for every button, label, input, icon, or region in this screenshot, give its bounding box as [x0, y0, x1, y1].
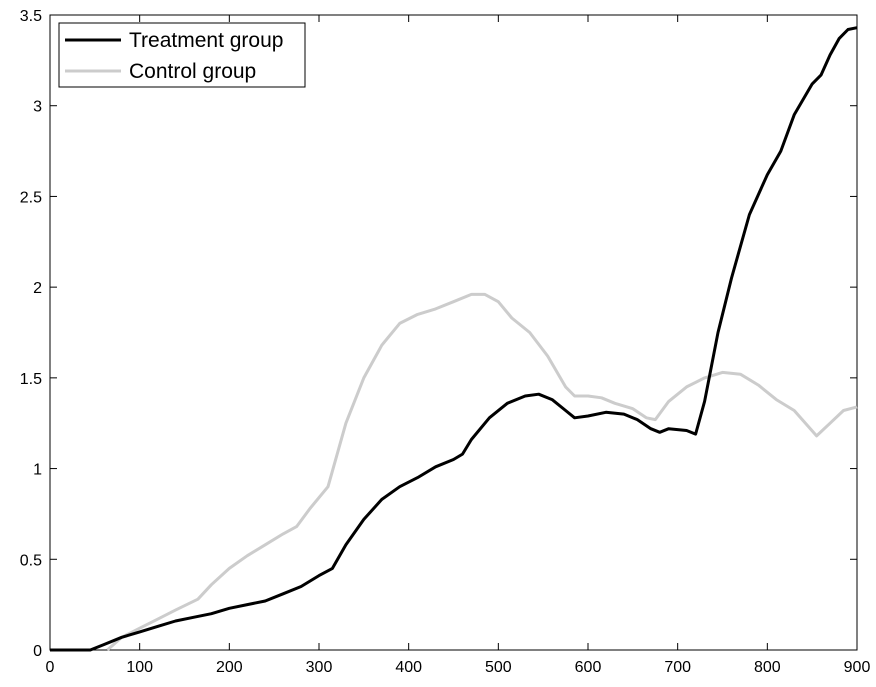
y-tick-label: 2.5	[20, 189, 42, 206]
legend-box	[58, 22, 306, 88]
x-tick-label: 700	[664, 659, 691, 676]
x-tick-label: 600	[575, 659, 602, 676]
x-tick-label: 0	[46, 659, 55, 676]
y-tick-label: 0.5	[20, 552, 42, 569]
y-tick-label: 1.5	[20, 371, 42, 388]
x-tick-label: 200	[216, 659, 243, 676]
x-tick-label: 400	[395, 659, 422, 676]
legend-label: Control group	[129, 60, 256, 83]
y-tick-label: 3	[33, 99, 42, 116]
y-tick-label: 1	[33, 462, 42, 479]
series-line	[50, 26, 858, 652]
y-tick-label: 3.5	[20, 8, 42, 25]
x-tick-label: 300	[306, 659, 333, 676]
series-line	[106, 292, 858, 652]
y-tick-label: 2	[33, 280, 42, 297]
x-tick-label: 900	[844, 659, 871, 676]
plot-frame	[49, 14, 858, 651]
x-tick-label: 500	[485, 659, 512, 676]
legend-label: Treatment group	[129, 29, 283, 52]
x-tick-label: 800	[754, 659, 781, 676]
y-tick-label: 0	[33, 643, 42, 660]
x-tick-label: 100	[126, 659, 153, 676]
